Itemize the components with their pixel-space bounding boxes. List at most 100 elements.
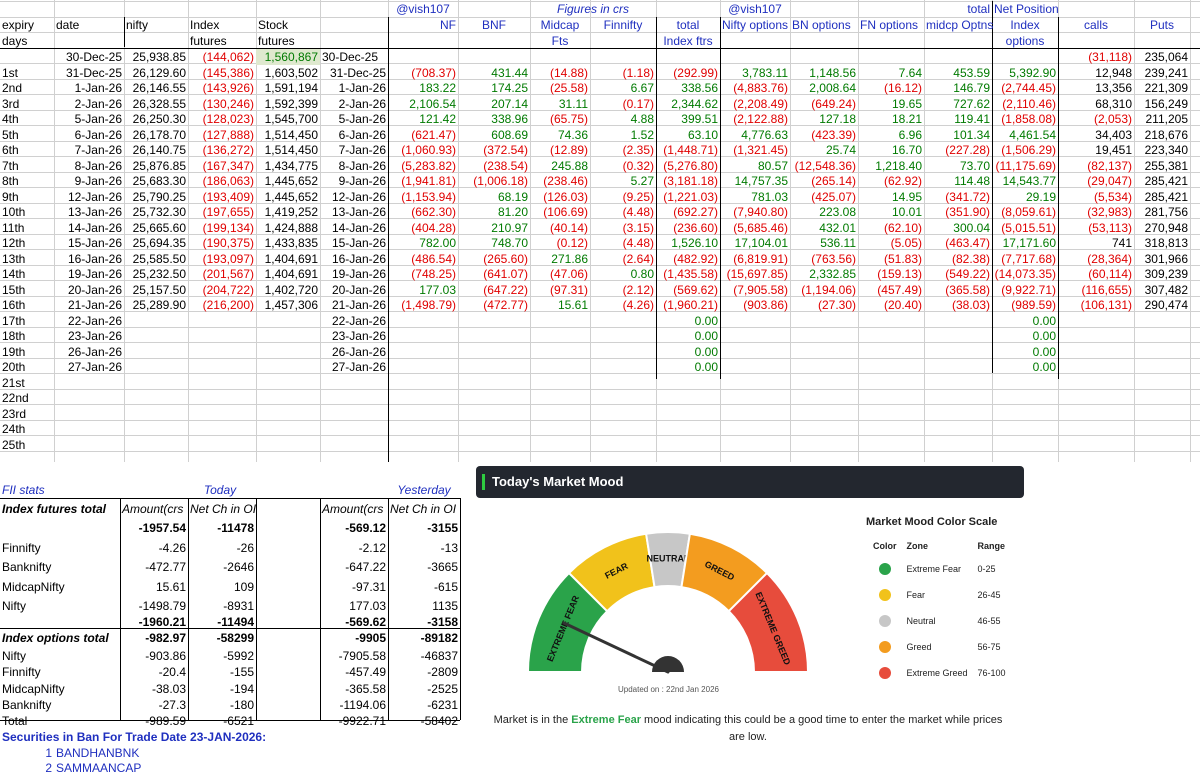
expiry-day[interactable]: 25th (2, 437, 26, 452)
row-mid[interactable]: (40.14) (549, 220, 588, 235)
row-nopt[interactable]: (2,122.88) (733, 112, 788, 126)
row-bnf[interactable]: 207.14 (491, 96, 528, 111)
row-fnopt[interactable]: (62.10) (883, 220, 922, 235)
fii-oi-change[interactable]: -6521 (223, 714, 254, 728)
row-midopt[interactable]: (227.28) (945, 143, 990, 157)
row-bnopt[interactable]: (27.30) (817, 298, 856, 312)
row-bnopt[interactable]: 2,332.85 (809, 267, 856, 281)
header-futures-index[interactable]: futures (190, 34, 227, 48)
row-bnopt[interactable]: 223.08 (819, 205, 856, 219)
row-fin[interactable]: (2.35) (622, 143, 654, 157)
row-bnf[interactable]: 608.69 (491, 127, 528, 142)
row-stock-futures[interactable]: 1,603,502 (264, 65, 318, 80)
row-fin[interactable]: 4.88 (630, 112, 654, 126)
row-stock-futures[interactable]: 1,434,775 (264, 158, 318, 173)
fii-oi-change-yesterday[interactable]: -13 (440, 541, 458, 555)
row-idxopt[interactable]: (1,858.08) (1001, 112, 1056, 126)
row-mid[interactable]: (47.06) (549, 267, 588, 281)
expiry-day[interactable]: 18th (2, 329, 26, 343)
row-midopt[interactable]: (549.22) (945, 267, 990, 281)
row-fin[interactable]: (9.25) (622, 189, 654, 204)
row-nf[interactable]: 121.42 (419, 112, 456, 126)
header-nf[interactable]: NF (440, 18, 456, 32)
row-fin[interactable]: (0.17) (622, 96, 654, 111)
row-nopt[interactable]: 4,776.63 (741, 127, 788, 142)
expiry-day[interactable]: 9th (2, 189, 19, 204)
row-puts[interactable]: 318,813 (1144, 236, 1188, 250)
fii-oi-change[interactable]: 109 (233, 580, 254, 594)
row-nifty[interactable]: 26,146.55 (132, 81, 186, 95)
row-puts[interactable]: 221,309 (1144, 81, 1188, 95)
expiry-day[interactable]: 6th (2, 143, 19, 157)
row-bnopt[interactable]: 2,008.64 (809, 81, 856, 95)
row-nf[interactable]: (1,060.93) (401, 143, 456, 157)
row-tot[interactable]: (1,448.71) (663, 143, 718, 157)
fii-amount-yesterday[interactable]: -1194.06 (339, 698, 386, 712)
expiry-day[interactable]: 20th (2, 360, 26, 374)
expiry-day[interactable]: 22nd (2, 391, 29, 405)
row-calls[interactable]: (5,534) (1093, 189, 1132, 204)
fut-sum-oi[interactable]: -11494 (217, 615, 254, 629)
fut-sum-amount[interactable]: -1960.21 (138, 615, 186, 629)
row-bnf[interactable]: 338.96 (491, 112, 528, 126)
row-date[interactable]: 5-Jan-26 (74, 112, 122, 126)
fii-amount[interactable]: -1498.79 (138, 599, 186, 613)
fut-sum-oi-y[interactable]: -3158 (427, 615, 458, 629)
row-nf[interactable]: 782.00 (419, 236, 456, 250)
row-bnf[interactable]: 68.19 (497, 189, 528, 204)
row-fnopt[interactable]: 6.96 (898, 127, 922, 142)
row-midopt[interactable]: 114.48 (954, 174, 990, 188)
row-nf[interactable]: (5,283.82) (401, 158, 456, 173)
row-index-futures[interactable]: (186,063) (202, 174, 254, 188)
row-puts[interactable]: 270,948 (1144, 220, 1188, 235)
fii-amount-yesterday[interactable]: -647.22 (345, 560, 386, 574)
row-mid[interactable]: (106.69) (543, 205, 588, 219)
row-date2[interactable]: 2-Jan-26 (338, 96, 386, 111)
fii-amount[interactable]: 15.61 (155, 580, 186, 594)
net-position-label[interactable]: Net Position (994, 2, 1059, 16)
row-date2[interactable]: 13-Jan-26 (331, 205, 386, 219)
row-idxopt[interactable]: (5,015.51) (1001, 220, 1056, 235)
row-date[interactable]: 27-Jan-26 (67, 360, 122, 374)
first-row-calls[interactable]: (31,118) (1088, 50, 1132, 64)
row-midopt[interactable]: (463.47) (945, 236, 990, 250)
row-nifty[interactable]: 25,157.50 (132, 282, 186, 297)
fii-amount-yesterday[interactable]: -9922.71 (338, 714, 386, 728)
fii-amount-yesterday[interactable]: -457.49 (345, 665, 386, 679)
row-idxopt[interactable]: (7,717.68) (1001, 251, 1056, 266)
fii-amount-yesterday[interactable]: -97.31 (351, 580, 386, 594)
row-tot[interactable]: (1,435.58) (663, 267, 718, 281)
row-nifty[interactable]: 25,694.35 (132, 236, 186, 250)
row-idxopt[interactable]: (1,506.29) (1001, 143, 1056, 157)
row-date2[interactable]: 8-Jan-26 (338, 158, 386, 173)
opt-amount-y[interactable]: -9905 (355, 631, 386, 645)
expiry-day[interactable]: 8th (2, 174, 19, 188)
row-date2[interactable]: 14-Jan-26 (331, 220, 386, 235)
row-midopt[interactable]: 119.41 (954, 112, 990, 126)
row-fnopt[interactable]: 16.70 (891, 143, 922, 157)
row-idxopt[interactable]: (8,059.61) (1001, 205, 1056, 219)
oi-header[interactable]: Net Ch in OI (190, 502, 257, 516)
row-nopt[interactable]: (7,940.80) (733, 205, 788, 219)
row-bnopt[interactable]: (1,194.06) (801, 282, 856, 297)
row-nf[interactable]: (1,941.81) (401, 174, 456, 188)
row-fnopt[interactable]: 7.64 (898, 65, 922, 80)
fii-amount[interactable]: -27.3 (158, 698, 186, 712)
expiry-day[interactable]: 14th (2, 267, 26, 281)
row-nopt[interactable]: (903.86) (743, 298, 788, 312)
row-calls[interactable]: (53,113) (1088, 220, 1132, 235)
row-mid[interactable]: (25.58) (549, 81, 588, 95)
row-midopt[interactable]: (351.90) (945, 205, 990, 219)
row-mid[interactable]: 245.88 (551, 158, 588, 173)
expiry-day[interactable]: 1st (2, 65, 19, 80)
row-bnopt[interactable]: (425.07) (811, 189, 856, 204)
row-stock-futures[interactable]: 1,404,691 (264, 267, 318, 281)
row-date2[interactable]: 31-Dec-25 (329, 65, 386, 80)
row-mid[interactable]: 271.86 (551, 251, 588, 266)
row-tot[interactable]: (482.92) (673, 251, 718, 266)
row-date2[interactable]: 20-Jan-26 (331, 282, 386, 297)
row-tot[interactable]: (236.60) (673, 220, 718, 235)
row-stock-futures[interactable]: 1,445,652 (264, 174, 318, 188)
fii-amount[interactable]: -38.03 (151, 682, 186, 696)
row-index-futures[interactable]: (167,347) (202, 158, 254, 173)
